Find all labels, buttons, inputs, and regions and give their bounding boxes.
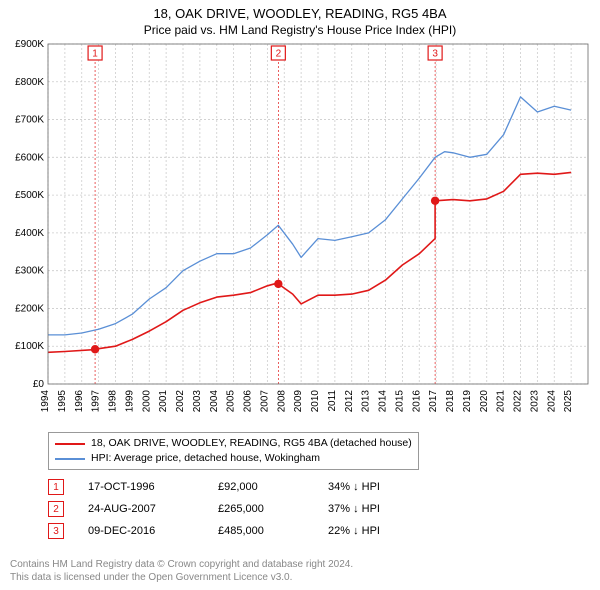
price-chart: 1 2 3 £0 £100K £200K £300K £400K £500K £600K £700K… (0, 0, 600, 430)
svg-text:2011: 2011 (327, 390, 338, 412)
footer-line: This data is licensed under the Open Gov… (10, 571, 353, 584)
svg-text:2006: 2006 (243, 390, 254, 413)
svg-text:2: 2 (276, 49, 282, 60)
tx-marker-icon: 2 (48, 501, 64, 517)
svg-text:2000: 2000 (141, 390, 152, 413)
svg-text:1999: 1999 (124, 390, 135, 413)
svg-text:2008: 2008 (276, 390, 287, 413)
svg-text:2012: 2012 (344, 390, 355, 413)
svg-text:2004: 2004 (209, 390, 220, 413)
tx-date: 24-AUG-2007 (88, 503, 218, 515)
tx-pct: 34% ↓ HPI (328, 481, 448, 493)
svg-text:3: 3 (432, 49, 438, 60)
table-row: 1 17-OCT-1996 £92,000 34% ↓ HPI (48, 476, 448, 498)
svg-text:1995: 1995 (57, 390, 68, 413)
chart-container: 18, OAK DRIVE, WOODLEY, READING, RG5 4BA… (0, 0, 600, 590)
svg-text:1: 1 (92, 49, 98, 60)
tx-price: £265,000 (218, 503, 328, 515)
svg-text:£500K: £500K (15, 190, 44, 201)
tx-pct: 22% ↓ HPI (328, 525, 448, 537)
legend-label: HPI: Average price, detached house, Woki… (91, 451, 320, 466)
svg-text:2010: 2010 (310, 390, 321, 413)
svg-text:2009: 2009 (293, 390, 304, 413)
legend-item: HPI: Average price, detached house, Woki… (55, 451, 412, 466)
tx-marker-icon: 1 (48, 479, 64, 495)
svg-text:£700K: £700K (15, 115, 44, 126)
tx-pct: 37% ↓ HPI (328, 503, 448, 515)
footer-line: Contains HM Land Registry data © Crown c… (10, 558, 353, 571)
svg-text:2016: 2016 (411, 390, 422, 413)
legend-swatch (55, 458, 85, 460)
table-row: 2 24-AUG-2007 £265,000 37% ↓ HPI (48, 498, 448, 520)
svg-text:2023: 2023 (529, 390, 540, 413)
svg-text:£200K: £200K (15, 303, 44, 314)
svg-text:2013: 2013 (361, 390, 372, 413)
svg-text:2019: 2019 (462, 390, 473, 413)
svg-text:£400K: £400K (15, 228, 44, 239)
tx-price: £92,000 (218, 481, 328, 493)
svg-text:2024: 2024 (546, 390, 557, 413)
svg-text:2018: 2018 (445, 390, 456, 413)
svg-text:£900K: £900K (15, 39, 44, 50)
tx-date: 17-OCT-1996 (88, 481, 218, 493)
legend-item: 18, OAK DRIVE, WOODLEY, READING, RG5 4BA… (55, 436, 412, 451)
svg-text:£100K: £100K (15, 341, 44, 352)
svg-text:2003: 2003 (192, 390, 203, 413)
svg-text:2025: 2025 (563, 390, 574, 413)
svg-text:£0: £0 (33, 379, 45, 390)
legend: 18, OAK DRIVE, WOODLEY, READING, RG5 4BA… (48, 432, 419, 470)
legend-swatch (55, 443, 85, 445)
svg-text:2002: 2002 (175, 390, 186, 413)
svg-text:1997: 1997 (91, 390, 102, 413)
svg-text:2001: 2001 (158, 390, 169, 413)
svg-text:2021: 2021 (496, 390, 507, 413)
svg-text:2014: 2014 (378, 390, 389, 413)
svg-text:£600K: £600K (15, 152, 44, 163)
svg-text:2022: 2022 (513, 390, 524, 413)
svg-text:£800K: £800K (15, 77, 44, 88)
svg-text:2020: 2020 (479, 390, 490, 413)
table-row: 3 09-DEC-2016 £485,000 22% ↓ HPI (48, 520, 448, 542)
tx-marker-icon: 3 (48, 523, 64, 539)
svg-text:£300K: £300K (15, 266, 44, 277)
footer-attribution: Contains HM Land Registry data © Crown c… (10, 558, 353, 584)
svg-text:2007: 2007 (259, 390, 270, 413)
tx-date: 09-DEC-2016 (88, 525, 218, 537)
tx-price: £485,000 (218, 525, 328, 537)
transactions-table: 1 17-OCT-1996 £92,000 34% ↓ HPI 2 24-AUG… (48, 476, 448, 542)
svg-text:2017: 2017 (428, 390, 439, 413)
legend-label: 18, OAK DRIVE, WOODLEY, READING, RG5 4BA… (91, 436, 412, 451)
svg-text:1998: 1998 (108, 390, 119, 413)
svg-text:1996: 1996 (74, 390, 85, 413)
svg-text:2015: 2015 (394, 390, 405, 413)
svg-text:1994: 1994 (40, 390, 51, 413)
svg-text:2005: 2005 (226, 390, 237, 413)
